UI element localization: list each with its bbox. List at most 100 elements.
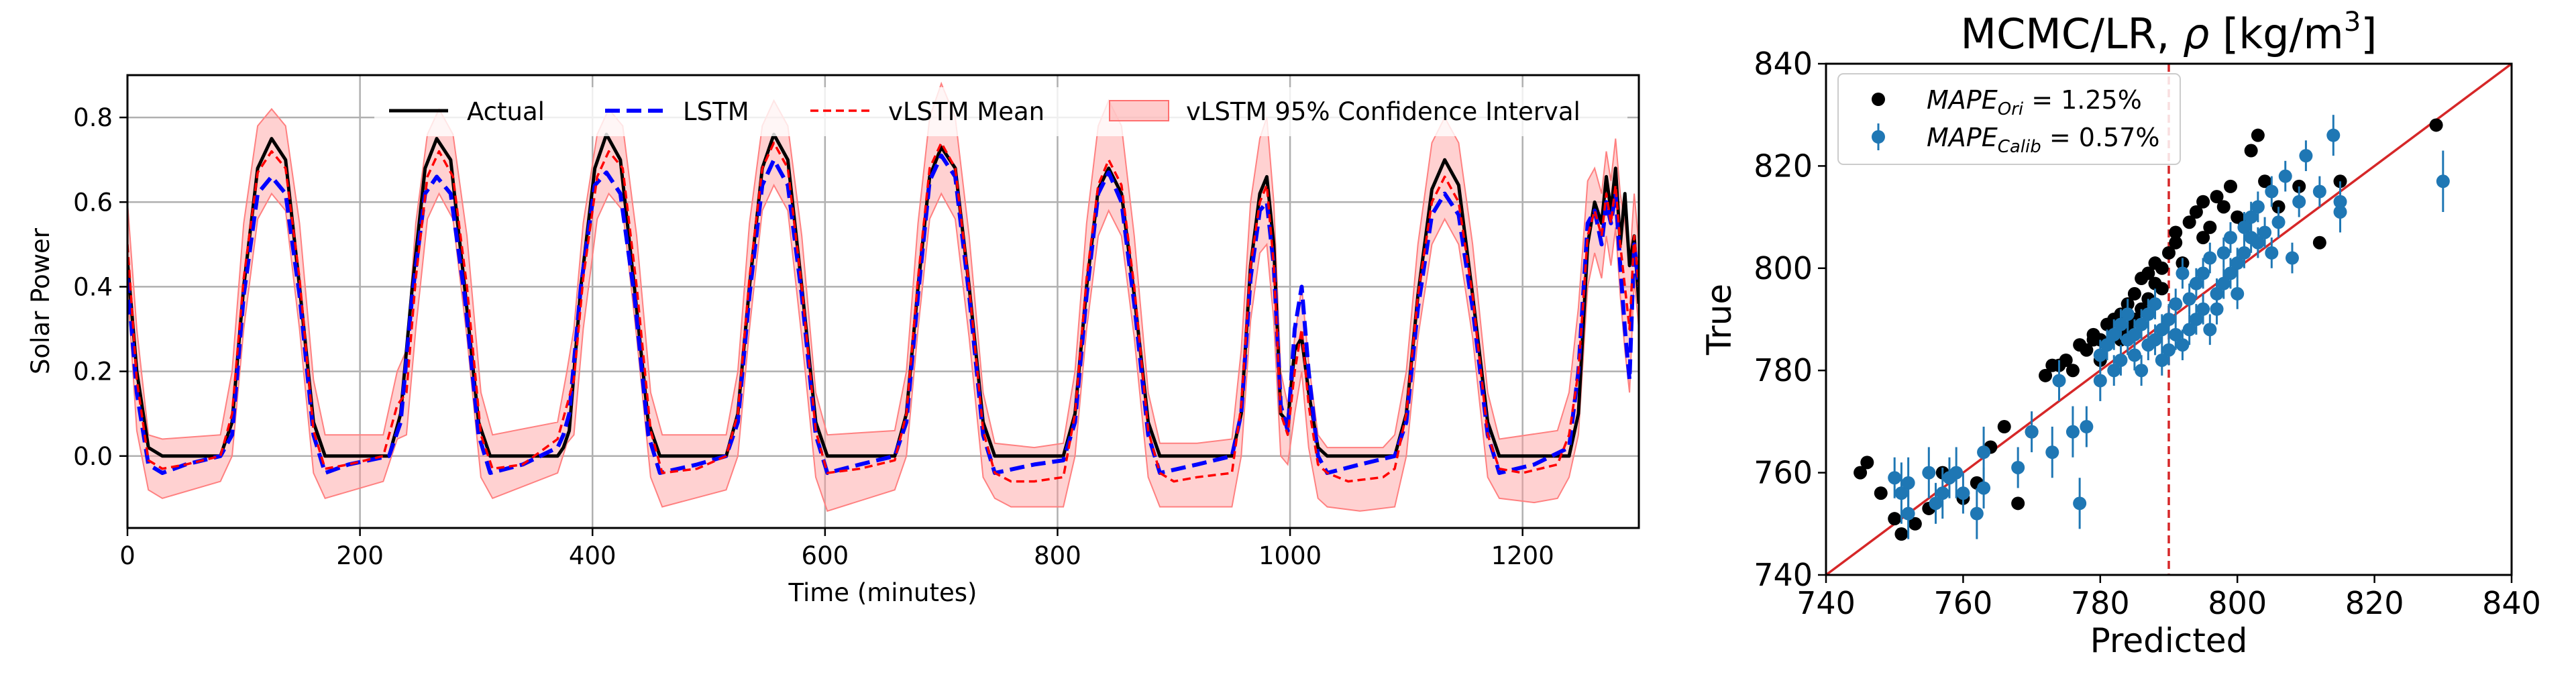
calib-point (2285, 251, 2299, 265)
ori-point (2196, 195, 2210, 209)
ori-point (2189, 205, 2203, 219)
calib-point (1929, 496, 1943, 511)
calib-point (1888, 471, 1902, 485)
left-y-ticks: 0.0 0.2 0.4 0.6 0.8 (73, 103, 127, 471)
ori-point (2258, 174, 2272, 189)
right-y-tick-label: 820 (1754, 148, 1813, 184)
calib-point (2011, 460, 2025, 474)
ori-point (1894, 527, 1909, 541)
calib-point (2176, 266, 2190, 280)
left-legend: Actual LSTM vLSTM Mean vLSTM 95% Confide… (374, 87, 1627, 136)
vlstm-mean-line (127, 142, 1639, 483)
calib-point (2196, 302, 2210, 316)
calib-point (2141, 307, 2155, 321)
ori-point (2169, 235, 2183, 250)
calib-point (2093, 348, 2107, 362)
calib-point (2271, 215, 2286, 229)
left-y-tick-label: 0.8 (73, 103, 113, 132)
calib-point (2127, 327, 2141, 341)
calib-point (1901, 507, 1915, 521)
ori-point (2203, 220, 2217, 234)
calib-point (2182, 323, 2196, 337)
calib-point (2312, 184, 2326, 199)
calib-point (2189, 276, 2203, 290)
left-x-axis-label: Time (minutes) (788, 578, 977, 607)
calib-point (1935, 486, 1949, 500)
left-x-tick-label: 400 (569, 541, 616, 570)
calib-point (2265, 184, 2279, 199)
left-y-tick-label: 0.6 (73, 188, 113, 217)
ori-point (2223, 179, 2237, 193)
right-x-tick-label: 820 (2345, 585, 2404, 621)
right-x-axis-label: Predicted (2090, 621, 2248, 660)
left-legend-box (374, 87, 1627, 136)
calib-point (2292, 195, 2306, 209)
calib-point (2052, 374, 2066, 388)
calib-point (2045, 445, 2059, 460)
calib-point (2333, 195, 2347, 209)
calib-point (2258, 225, 2272, 239)
calib-point (2114, 353, 2128, 367)
calib-point (1956, 486, 1970, 500)
ori-point (2216, 200, 2231, 214)
ori-point (2039, 368, 2053, 382)
legend-ori-marker (1872, 93, 1885, 106)
right-chart-title: MCMC/LR, ρ [kg/m3] (1961, 7, 2377, 58)
calib-point (2231, 286, 2245, 301)
calib-point (2148, 333, 2162, 347)
calib-point (2216, 276, 2231, 290)
calib-point (2025, 425, 2039, 439)
left-plot-area (127, 75, 1639, 528)
calib-point (2162, 343, 2176, 357)
right-x-tick-label: 840 (2482, 585, 2541, 621)
scatter-points-layer (1854, 115, 2450, 541)
calib-point (2182, 292, 2196, 306)
ori-point (1860, 456, 1874, 470)
ori-point (2155, 282, 2169, 296)
right-x-tick-label: 760 (1933, 585, 1992, 621)
right-legend: MAPEOri = 1.25% MAPECalib = 0.57% (1837, 73, 2181, 165)
ori-point (1888, 512, 1902, 526)
ori-point (2080, 343, 2094, 357)
left-x-tick-label: 600 (802, 541, 849, 570)
ori-point (2127, 286, 2141, 301)
right-x-tick-label: 780 (2071, 585, 2130, 621)
left-x-tick-label: 0 (119, 541, 136, 570)
calib-point (2162, 313, 2176, 326)
calib-point (2135, 364, 2149, 378)
calib-point (1894, 486, 1909, 500)
calib-point (2244, 210, 2258, 224)
calib-point (2148, 297, 2162, 311)
calib-point (2251, 200, 2265, 214)
calib-point (2176, 338, 2190, 352)
calib-point (1977, 445, 1991, 460)
left-y-tick-label: 0.4 (73, 272, 113, 301)
ori-point (2251, 128, 2265, 142)
calib-point (2155, 323, 2169, 337)
right-x-ticks: 740 760 780 800 820 840 (1796, 575, 2541, 621)
calib-point (2231, 256, 2245, 270)
calib-point (1977, 481, 1991, 495)
calib-point (1970, 507, 1984, 521)
legend-calib-marker (1872, 130, 1885, 144)
left-plot-frame (126, 74, 1640, 529)
calib-point (2203, 251, 2217, 265)
ori-point (2065, 364, 2080, 378)
ori-point (2196, 231, 2210, 245)
ori-point (2155, 261, 2169, 275)
calib-point (2216, 246, 2231, 260)
left-x-tick-label: 1000 (1258, 541, 1322, 570)
legend-ci-label: vLSTM 95% Confidence Interval (1186, 97, 1580, 126)
calib-point (2237, 246, 2251, 260)
right-y-tick-label: 800 (1754, 250, 1813, 286)
left-x-ticks: 0 200 400 600 800 1000 1200 (119, 528, 1554, 570)
solar-power-line-chart: 0 200 400 600 800 1000 1200 0.0 0.2 0.4 0.6 0.8 Ti… (26, 74, 1640, 607)
left-x-tick-label: 1200 (1491, 541, 1554, 570)
legend-vlstm-mean-label: vLSTM Mean (888, 97, 1044, 126)
ori-point (2312, 235, 2326, 250)
legend-lstm-label: LSTM (683, 97, 749, 126)
left-x-tick-label: 800 (1034, 541, 1081, 570)
calib-point (2299, 149, 2313, 163)
calib-point (2265, 246, 2279, 260)
ori-point (2210, 190, 2224, 204)
